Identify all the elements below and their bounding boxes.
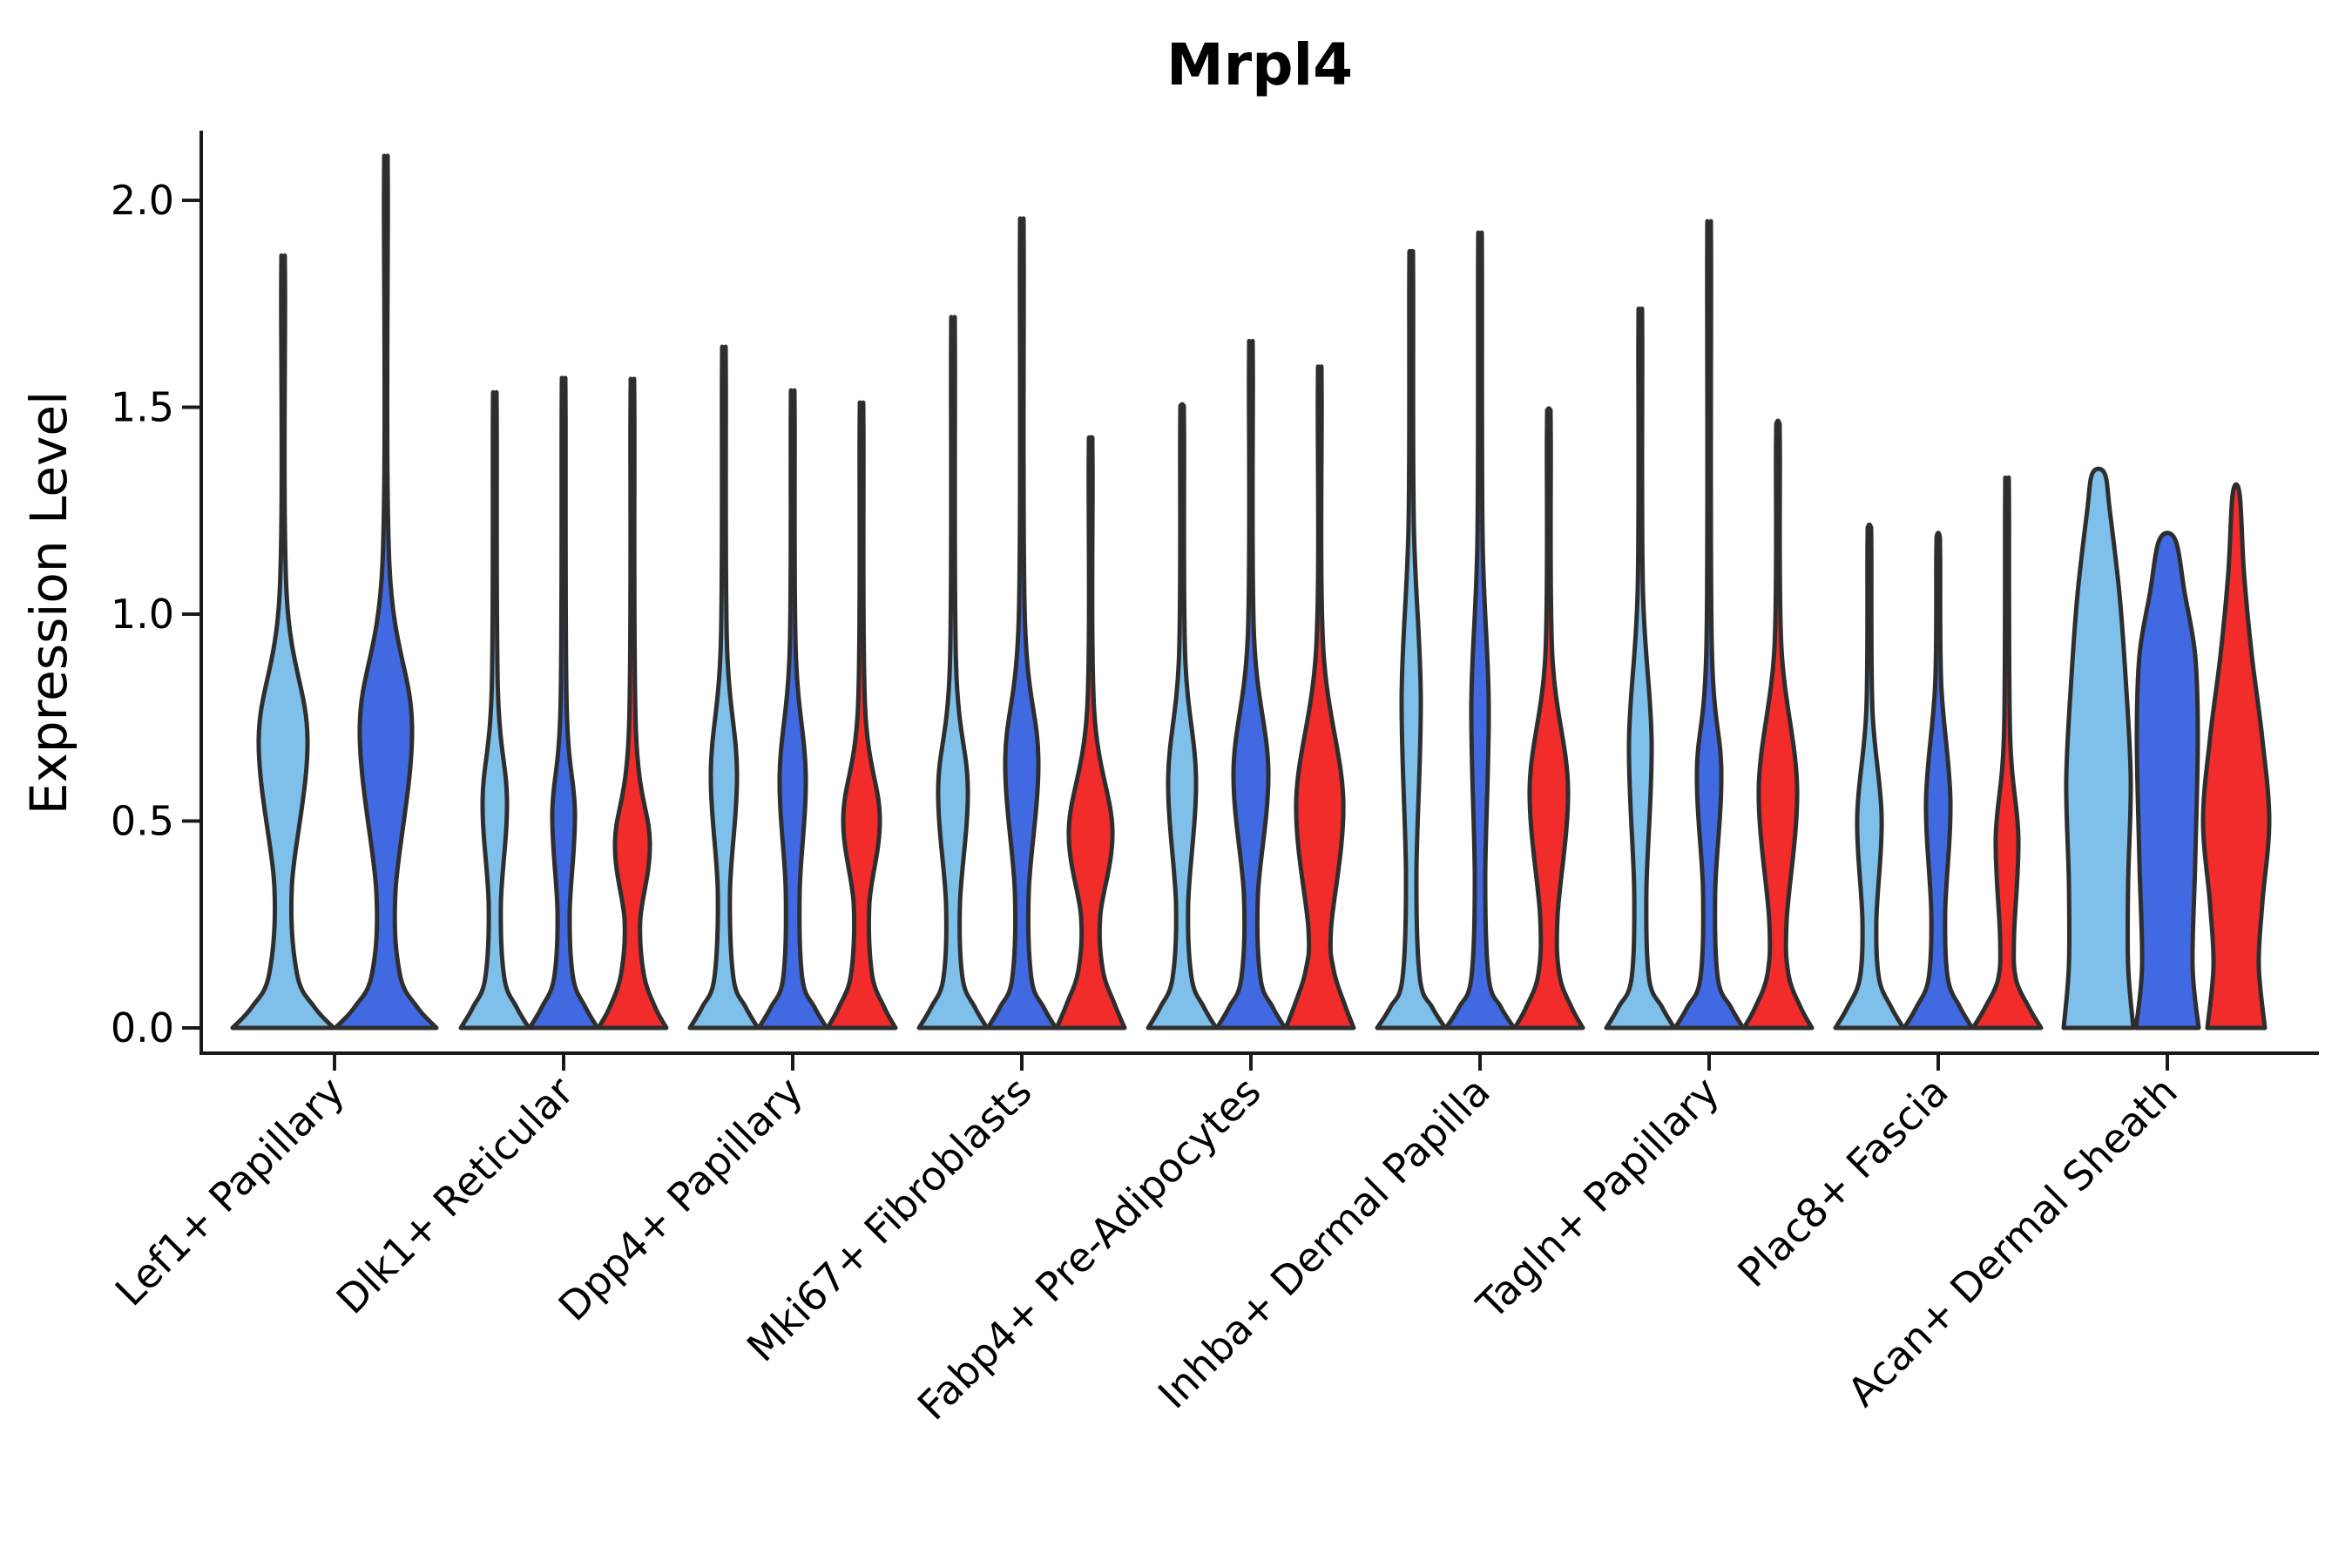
violin <box>458 390 531 1031</box>
y-tick-label: 1.0 <box>111 591 174 638</box>
violin <box>2061 466 2136 1031</box>
violin <box>1146 402 1219 1031</box>
x-tick-label: Dpp4+ Papillary <box>550 1068 812 1330</box>
page-title: Mrpl4 <box>1166 31 1354 98</box>
violin <box>1054 435 1127 1031</box>
violin <box>825 400 898 1031</box>
violin <box>333 153 439 1031</box>
violin <box>916 314 990 1031</box>
violin <box>1214 338 1288 1031</box>
violin <box>1970 475 2044 1031</box>
y-axis-title: Expression Level <box>19 390 78 815</box>
y-tick-label: 0.0 <box>111 1004 174 1051</box>
violin <box>2200 482 2272 1031</box>
violin <box>687 344 760 1031</box>
violin <box>1283 364 1356 1031</box>
y-tick-label: 1.5 <box>111 384 174 431</box>
x-tick-label: Plac8+ Fascia <box>1728 1068 1957 1296</box>
x-tick-label: Tagln+ Papillary <box>1467 1068 1728 1329</box>
violin <box>985 216 1058 1031</box>
violin <box>1443 230 1517 1031</box>
violin <box>2133 531 2201 1031</box>
violin <box>1512 406 1585 1031</box>
violin <box>1902 531 1975 1031</box>
violin <box>1833 522 1906 1031</box>
x-tick-label: Lef1+ Papillary <box>106 1068 354 1315</box>
violin <box>1604 306 1677 1031</box>
violin <box>230 253 336 1031</box>
violin <box>527 375 600 1031</box>
violin <box>1741 418 1815 1031</box>
y-tick-label: 2.0 <box>111 177 174 224</box>
violin <box>596 376 669 1031</box>
x-tick-label: Dlk1+ Reticular <box>328 1068 583 1323</box>
y-tick-label: 0.5 <box>111 798 174 845</box>
violin <box>756 388 829 1031</box>
violin <box>1673 219 1746 1031</box>
violin <box>1375 248 1448 1031</box>
